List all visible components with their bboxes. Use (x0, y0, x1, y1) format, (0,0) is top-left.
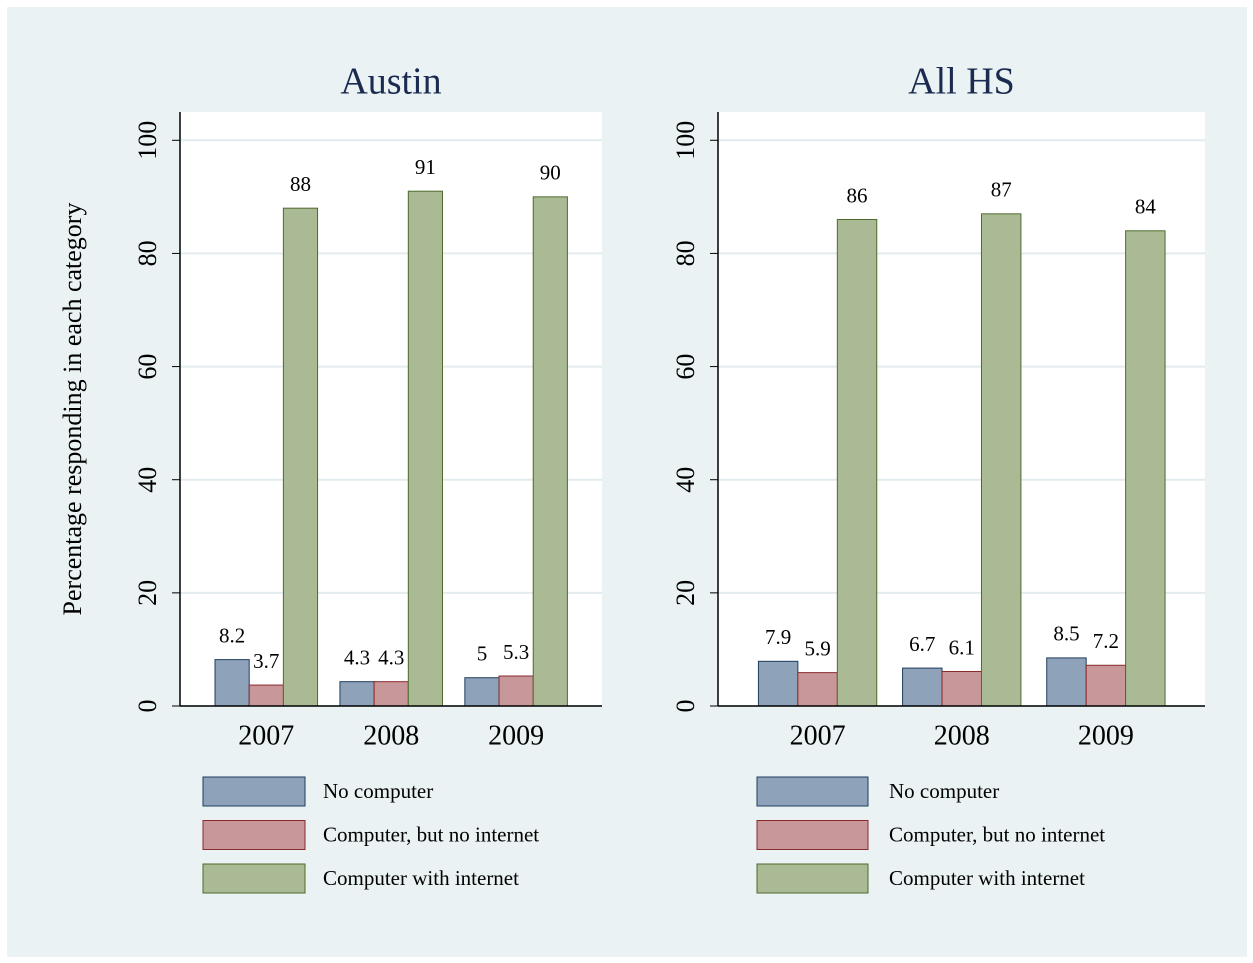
legend-swatch (202, 820, 306, 850)
legend-label: Computer with internet (323, 866, 519, 890)
data-label: 4.3 (344, 645, 370, 669)
bar (464, 677, 500, 707)
data-label: 87 (991, 178, 1012, 202)
data-label: 3.7 (253, 649, 279, 673)
bar (836, 218, 878, 707)
x-tick-label: 2007 (238, 720, 294, 751)
y-axis-label: Percentage responding in each category (58, 203, 87, 616)
bar (1085, 664, 1127, 707)
x-tick-label: 2008 (934, 720, 990, 751)
data-label: 8.2 (219, 623, 245, 647)
y-tick-label: 100 (671, 121, 700, 160)
plot-area (180, 112, 602, 706)
legend-swatch (756, 820, 869, 850)
y-tick-label: 80 (133, 240, 162, 266)
legend-label: Computer, but no internet (323, 822, 539, 846)
bar (980, 213, 1022, 707)
data-label: 4.3 (378, 645, 404, 669)
data-label: 84 (1135, 195, 1157, 219)
legend-swatch (756, 863, 869, 894)
legend-label: Computer with internet (889, 866, 1085, 890)
legend-swatch (202, 776, 306, 807)
x-tick-label: 2007 (790, 720, 846, 751)
y-tick-label: 0 (133, 700, 162, 713)
x-tick-label: 2009 (488, 720, 544, 751)
bar (248, 684, 284, 707)
legend-label: No computer (889, 779, 999, 803)
legend-label: No computer (323, 779, 433, 803)
bar (902, 667, 943, 707)
bar (1046, 657, 1087, 707)
y-tick-label: 60 (671, 354, 700, 380)
data-label: 6.7 (909, 632, 935, 656)
bar (498, 675, 534, 707)
bar (214, 659, 250, 707)
data-label: 6.1 (949, 635, 975, 659)
chart-title: All HS (908, 61, 1015, 103)
bar (339, 681, 375, 707)
data-label: 88 (290, 172, 311, 196)
data-label: 8.5 (1053, 622, 1079, 646)
bar (373, 681, 409, 707)
bar (532, 196, 568, 707)
y-tick-label: 80 (671, 240, 700, 266)
chart-title: Austin (340, 61, 441, 103)
y-tick-label: 100 (133, 121, 162, 160)
data-label: 91 (415, 155, 436, 179)
y-tick-label: 40 (133, 467, 162, 493)
data-label: 5 (477, 642, 488, 666)
bar (797, 672, 838, 707)
x-tick-label: 2008 (363, 720, 419, 751)
bar (757, 660, 799, 707)
bar (282, 207, 319, 707)
data-label: 5.9 (804, 636, 830, 660)
bar (941, 670, 982, 707)
y-tick-label: 0 (671, 700, 700, 713)
data-label: 7.9 (765, 625, 791, 649)
legend-swatch (202, 863, 306, 894)
x-tick-label: 2009 (1078, 720, 1134, 751)
legend-swatch (756, 776, 869, 807)
data-label: 90 (540, 161, 561, 185)
data-label: 7.2 (1093, 629, 1119, 653)
bar (1125, 230, 1166, 707)
bar (407, 190, 443, 707)
data-label: 86 (847, 183, 868, 207)
data-label: 5.3 (503, 640, 529, 664)
y-tick-label: 20 (671, 580, 700, 606)
y-tick-label: 60 (133, 354, 162, 380)
y-tick-label: 20 (133, 580, 162, 606)
y-tick-label: 40 (671, 467, 700, 493)
legend-label: Computer, but no internet (889, 822, 1105, 846)
plot-area (718, 112, 1205, 706)
